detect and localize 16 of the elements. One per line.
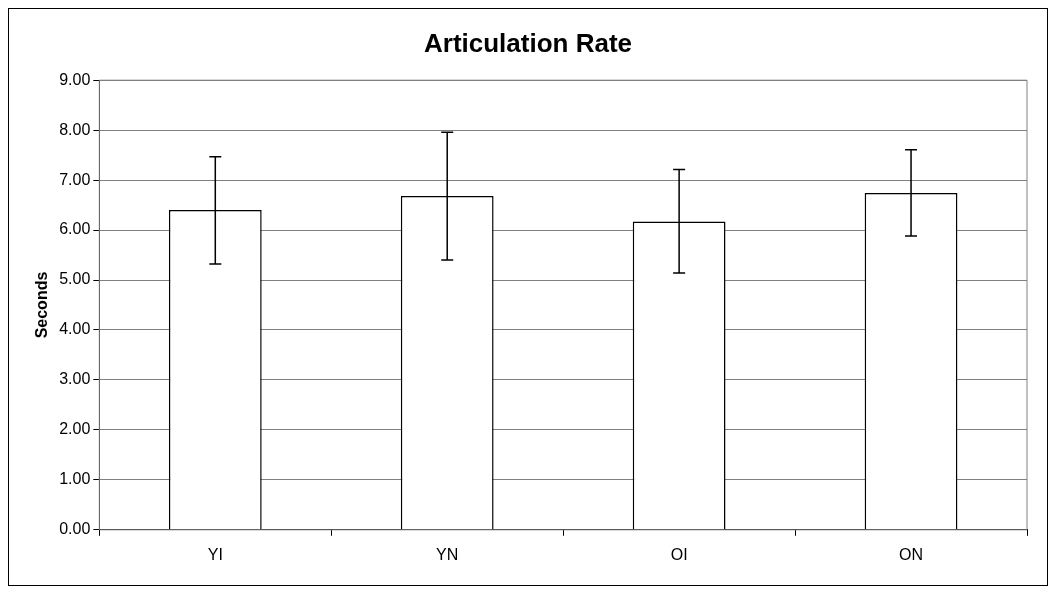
y-tick-label: 9.00 xyxy=(59,70,91,88)
y-tick-label: 0.00 xyxy=(59,520,91,538)
chart-title: Articulation Rate xyxy=(423,27,633,58)
y-tick-label: 2.00 xyxy=(59,420,91,438)
y-axis-title: Seconds xyxy=(33,271,51,339)
x-tick-label: YI xyxy=(207,545,223,563)
y-tick-label: 3.00 xyxy=(59,370,91,388)
x-tick-label: YN xyxy=(436,545,459,563)
y-tick-label: 8.00 xyxy=(59,120,91,138)
y-tick-label: 4.00 xyxy=(59,320,91,338)
x-tick-label: ON xyxy=(899,545,924,563)
y-tick-label: 7.00 xyxy=(59,170,91,188)
y-tick-label: 6.00 xyxy=(59,220,91,238)
y-tick-label: 1.00 xyxy=(59,470,91,488)
y-tick-label: 5.00 xyxy=(59,270,91,288)
x-tick-label: OI xyxy=(670,545,688,563)
